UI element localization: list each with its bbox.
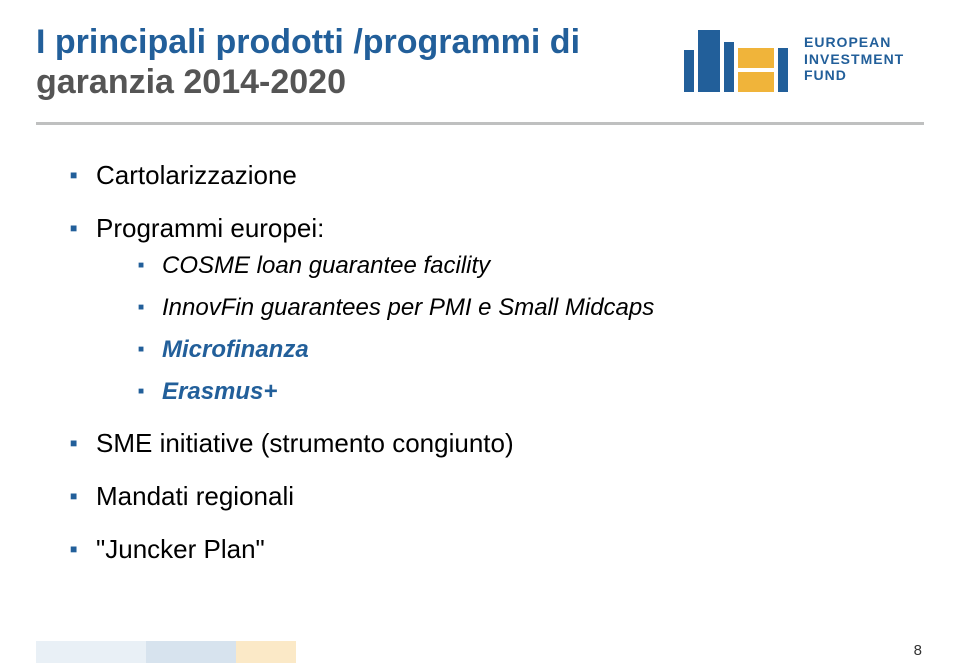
list-item: Erasmus+ xyxy=(138,378,900,406)
content-area: Cartolarizzazione Programmi europei: COS… xyxy=(70,160,900,587)
list-item: Programmi europei: COSME loan guarantee … xyxy=(70,213,900,406)
footer-seg-1 xyxy=(36,641,146,663)
footer-seg-3 xyxy=(236,641,296,663)
list-item: "Juncker Plan" xyxy=(70,534,900,565)
title-line-1: I principali prodotti /programmi di xyxy=(36,23,580,61)
footer-seg-2 xyxy=(146,641,236,663)
list-item: Cartolarizzazione xyxy=(70,160,900,191)
footer: 8 xyxy=(0,633,960,671)
list-item: InnovFin guarantees per PMI e Small Midc… xyxy=(138,294,900,322)
eif-logo: EUROPEAN INVESTMENT FUND xyxy=(684,20,924,98)
bullet-list-level-1: Cartolarizzazione Programmi europei: COS… xyxy=(70,160,900,565)
footer-color-bar xyxy=(36,641,296,663)
list-item: SME initiative (strumento congiunto) xyxy=(70,428,900,459)
list-item: COSME loan guarantee facility xyxy=(138,252,900,280)
eif-logo-mark xyxy=(684,20,794,98)
list-item: Microfinanza xyxy=(138,336,900,364)
list-item-label: Programmi europei: xyxy=(96,213,324,243)
logo-text-line-3: FUND xyxy=(804,67,904,84)
slide: I principali prodotti /programmi di gara… xyxy=(0,0,960,671)
logo-text-line-1: EUROPEAN xyxy=(804,34,904,51)
list-item: Mandati regionali xyxy=(70,481,900,512)
title-underline xyxy=(36,122,924,125)
eif-logo-text: EUROPEAN INVESTMENT FUND xyxy=(804,34,904,84)
page-number: 8 xyxy=(914,642,922,659)
bullet-list-level-2: COSME loan guarantee facility InnovFin g… xyxy=(138,252,900,406)
logo-text-line-2: INVESTMENT xyxy=(804,51,904,68)
title-line-2: garanzia 2014-2020 xyxy=(36,63,346,101)
